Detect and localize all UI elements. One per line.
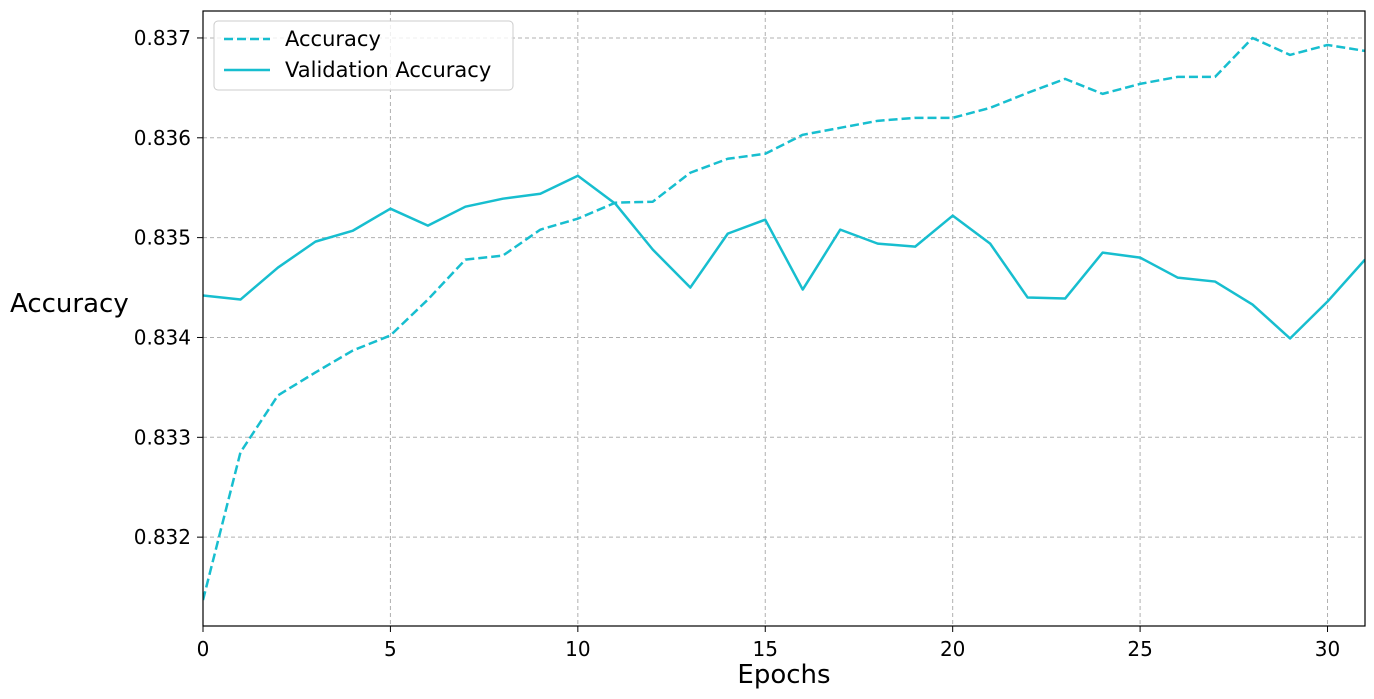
y-tick-label: 0.832 — [134, 525, 191, 549]
y-tick-label: 0.833 — [134, 425, 191, 449]
y-tick-label: 0.835 — [134, 226, 191, 250]
y-tick-label: 0.837 — [134, 26, 191, 50]
x-tick-label: 30 — [1315, 637, 1340, 661]
x-tick-label: 15 — [753, 637, 778, 661]
x-tick-label: 20 — [940, 637, 965, 661]
plot-area — [203, 11, 1365, 626]
series-line-validation-accuracy — [203, 174, 1365, 340]
legend-label-validation-accuracy: Validation Accuracy — [285, 58, 491, 82]
x-axis-label: Epochs — [737, 660, 830, 690]
y-axis-label: Accuracy — [10, 289, 129, 319]
grid — [202, 11, 1365, 626]
ticks: 0 5 10 15 20 25 30 0.832 0.833 0.834 0.835 0.836 0.8… — [134, 26, 1341, 661]
x-tick-label: 0 — [197, 637, 210, 661]
legend-label-accuracy: Accuracy — [285, 27, 381, 51]
x-tick-label: 10 — [565, 637, 590, 661]
legend-box — [213, 20, 514, 91]
x-tick-label: 25 — [1127, 637, 1152, 661]
legend: Accuracy Validation Accuracy — [213, 20, 514, 91]
x-tick-label: 5 — [384, 637, 397, 661]
y-tick-label: 0.836 — [134, 126, 191, 150]
series-layer — [203, 36, 1365, 601]
plot-frame — [202, 10, 1366, 627]
y-tick-label: 0.834 — [134, 325, 191, 349]
series-line-accuracy — [203, 36, 1365, 601]
